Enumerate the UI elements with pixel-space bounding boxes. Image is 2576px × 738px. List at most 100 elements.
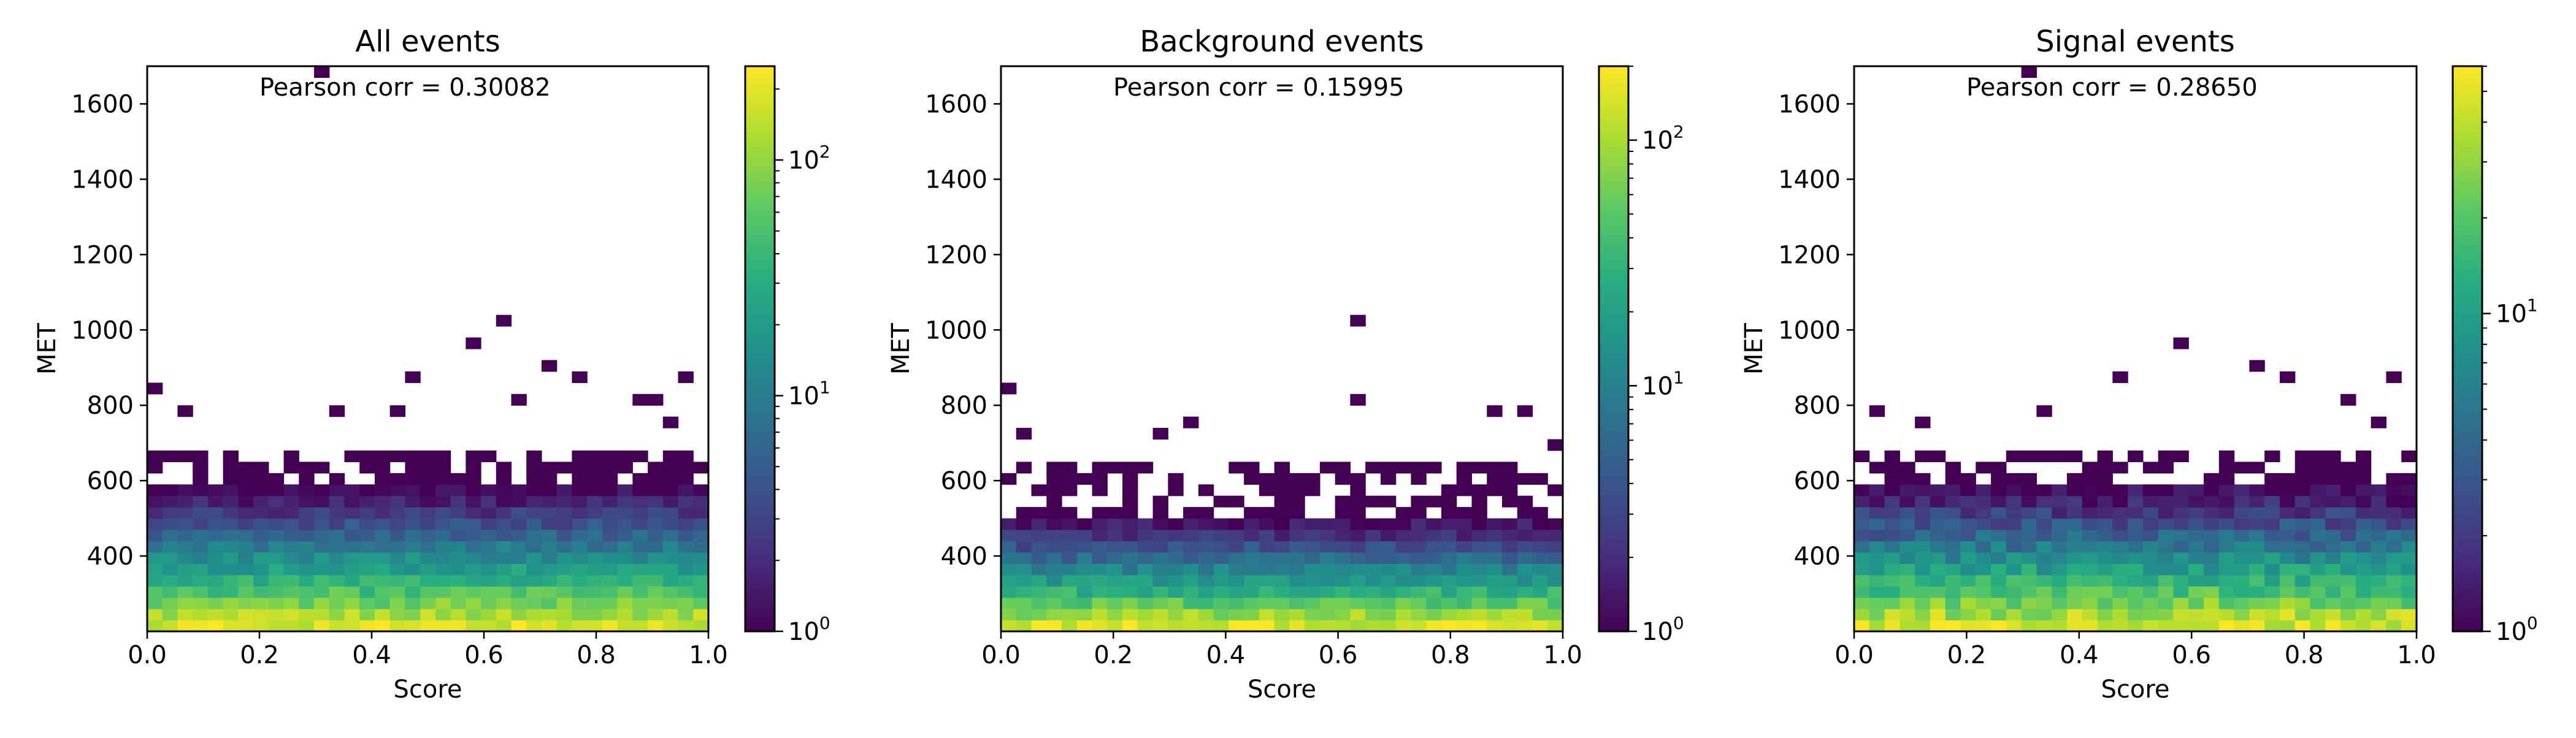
heatmap-cell xyxy=(193,518,209,530)
heatmap-cell xyxy=(617,563,633,576)
heatmap-cell xyxy=(1229,495,1244,508)
heatmap-cell xyxy=(1976,541,1991,553)
heatmap-cell xyxy=(1305,620,1321,632)
heatmap-cell xyxy=(617,484,633,496)
x-tick-label: 0.2 xyxy=(240,641,279,669)
heatmap-cell xyxy=(587,507,603,519)
heatmap-cell xyxy=(1915,530,1931,542)
heatmap-cell xyxy=(405,620,421,632)
heatmap-cell xyxy=(2371,518,2387,530)
x-tick-label: 0.4 xyxy=(1206,641,1246,669)
heatmap-cell xyxy=(450,541,466,553)
heatmap-cell xyxy=(1976,530,1991,542)
heatmap-cell xyxy=(1976,462,1991,474)
heatmap-cell xyxy=(1152,586,1168,598)
x-tick-label: 0.0 xyxy=(1834,641,1874,669)
heatmap-cell xyxy=(420,530,436,542)
heatmap-cell xyxy=(1016,552,1032,564)
heatmap-cell xyxy=(2006,541,2022,553)
heatmap-cell xyxy=(1152,530,1168,542)
heatmap-cell xyxy=(1501,518,1518,530)
heatmap-cell xyxy=(2066,541,2083,553)
heatmap-cell xyxy=(253,530,269,542)
heatmap-cell xyxy=(617,586,633,598)
heatmap-cell xyxy=(405,484,421,496)
outlier-cell xyxy=(1487,405,1503,417)
heatmap-cell xyxy=(359,530,375,542)
heatmap-cell xyxy=(648,552,664,564)
heatmap-cell xyxy=(1976,586,1991,598)
heatmap-cell xyxy=(632,552,648,564)
y-tick-label: 1000 xyxy=(71,316,134,344)
colorbar-tick-label: 101 xyxy=(2496,295,2538,328)
heatmap-cell xyxy=(147,620,163,632)
axes-frame xyxy=(146,65,710,633)
outlier-cell xyxy=(496,314,512,327)
heatmap-cell xyxy=(678,473,694,485)
heatmap-cell xyxy=(2036,541,2052,553)
heatmap-cell xyxy=(1547,563,1563,576)
heatmap-cell xyxy=(1062,609,1078,621)
heatmap-cell xyxy=(1960,586,1976,598)
heatmap-cell xyxy=(2355,586,2372,598)
heatmap-cell xyxy=(1335,609,1351,621)
heatmap-cell xyxy=(374,473,391,485)
heatmap-cell xyxy=(314,620,330,632)
heatmap-cell xyxy=(193,495,209,508)
heatmap-cell xyxy=(602,552,618,564)
heatmap-cell xyxy=(1076,574,1093,587)
heatmap-cell xyxy=(1501,473,1518,485)
heatmap-cell xyxy=(1062,563,1078,576)
heatmap-cell xyxy=(602,473,618,485)
heatmap-cell xyxy=(314,574,330,587)
heatmap-cell xyxy=(1350,541,1366,553)
heatmap-cell xyxy=(1183,541,1199,553)
heatmap-cell xyxy=(1884,609,1900,621)
heatmap-cell xyxy=(2355,563,2372,576)
heatmap-cell xyxy=(1532,586,1548,598)
heatmap-cell xyxy=(1152,620,1168,632)
heatmap-cell xyxy=(2188,530,2204,542)
heatmap-cell xyxy=(587,450,603,462)
heatmap-cell xyxy=(2401,563,2417,576)
heatmap-cell xyxy=(405,473,421,485)
heatmap-cell xyxy=(1289,620,1305,632)
heatmap-cell xyxy=(602,609,618,621)
heatmap-cell xyxy=(1289,507,1305,519)
heatmap-cell xyxy=(420,518,436,530)
heatmap-cell xyxy=(177,507,193,519)
heatmap-cell xyxy=(511,507,527,519)
heatmap-cell xyxy=(1092,518,1108,530)
heatmap-cell xyxy=(2097,462,2113,474)
heatmap-cell xyxy=(662,597,679,609)
heatmap-cell xyxy=(1365,620,1381,632)
heatmap-cell xyxy=(2401,586,2417,598)
heatmap-cell xyxy=(374,530,391,542)
heatmap-cell xyxy=(405,552,421,564)
pearson-annotation: Pearson corr = 0.28650 xyxy=(1966,74,2258,102)
heatmap-cell xyxy=(1274,473,1290,485)
heatmap-cell xyxy=(496,518,512,530)
heatmap-cell xyxy=(496,495,512,508)
heatmap-cell xyxy=(1411,530,1427,542)
heatmap-cell xyxy=(1319,563,1336,576)
heatmap-cell xyxy=(1930,563,1946,576)
heatmap-cell xyxy=(2052,495,2068,508)
heatmap-cell xyxy=(1031,518,1047,530)
heatmap-cell xyxy=(2128,518,2144,530)
outlier-cell xyxy=(1869,405,1885,417)
heatmap-cell xyxy=(1031,597,1047,609)
heatmap-cell xyxy=(405,507,421,519)
heatmap-cell xyxy=(283,518,299,530)
heatmap-cell xyxy=(1854,574,1870,587)
heatmap-cell xyxy=(1046,620,1062,632)
heatmap-cell xyxy=(177,552,193,564)
heatmap-cell xyxy=(2386,484,2402,496)
heatmap-cell xyxy=(253,541,269,553)
heatmap-cell xyxy=(147,484,163,496)
heatmap-cell xyxy=(1274,484,1290,496)
heatmap-cell xyxy=(1945,620,1961,632)
heatmap-cell xyxy=(177,620,193,632)
heatmap-cell xyxy=(2173,541,2189,553)
heatmap-cell xyxy=(1122,462,1138,474)
